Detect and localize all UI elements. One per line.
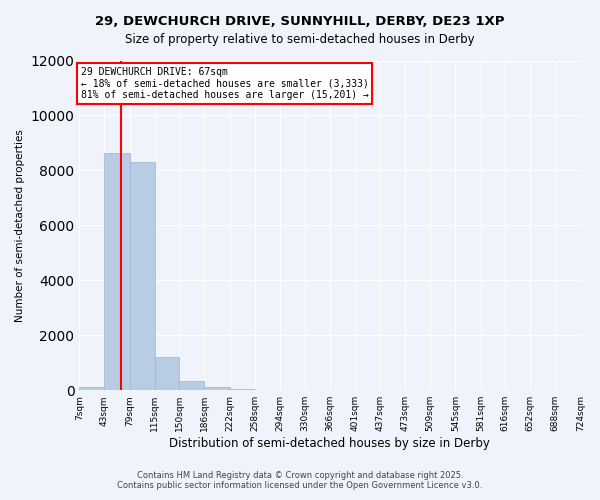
Bar <box>79 388 104 390</box>
Text: 29 DEWCHURCH DRIVE: 67sqm
← 18% of semi-detached houses are smaller (3,333)
81% : 29 DEWCHURCH DRIVE: 67sqm ← 18% of semi-… <box>80 67 368 100</box>
Bar <box>155 357 179 390</box>
Bar <box>130 162 155 390</box>
Bar <box>104 152 130 390</box>
X-axis label: Distribution of semi-detached houses by size in Derby: Distribution of semi-detached houses by … <box>169 437 490 450</box>
Text: Contains HM Land Registry data © Crown copyright and database right 2025.
Contai: Contains HM Land Registry data © Crown c… <box>118 470 482 490</box>
Y-axis label: Number of semi-detached properties: Number of semi-detached properties <box>15 129 25 322</box>
Bar <box>179 380 205 390</box>
Text: Size of property relative to semi-detached houses in Derby: Size of property relative to semi-detach… <box>125 32 475 46</box>
Text: 29, DEWCHURCH DRIVE, SUNNYHILL, DERBY, DE23 1XP: 29, DEWCHURCH DRIVE, SUNNYHILL, DERBY, D… <box>95 15 505 28</box>
Bar <box>205 388 230 390</box>
